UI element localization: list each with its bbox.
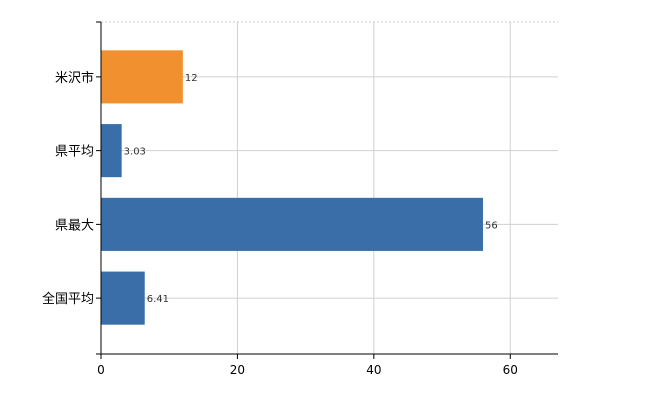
category-label: 県最大 — [55, 218, 94, 233]
category-label: 全国平均 — [42, 291, 94, 307]
bar — [101, 271, 145, 325]
x-tick-label: 40 — [366, 363, 381, 377]
bar — [101, 197, 483, 251]
bars — [101, 50, 483, 325]
data-label: 3.03 — [124, 147, 146, 158]
category-label: 米沢市 — [55, 70, 94, 86]
data-label: 6.41 — [147, 294, 169, 305]
x-tick-label: 0 — [97, 363, 105, 377]
x-tick-label: 60 — [503, 363, 518, 377]
x-tick-label: 20 — [230, 363, 245, 377]
bar — [101, 50, 183, 104]
category-label: 県平均 — [55, 145, 94, 160]
data-label: 56 — [485, 220, 498, 231]
axes — [96, 21, 558, 359]
data-label: 12 — [185, 73, 198, 84]
labels: 12 米沢市 3.03 県平均 56 県最大 6.41 全国平均 0 20 40 60 — [42, 70, 518, 377]
bar — [101, 124, 122, 178]
